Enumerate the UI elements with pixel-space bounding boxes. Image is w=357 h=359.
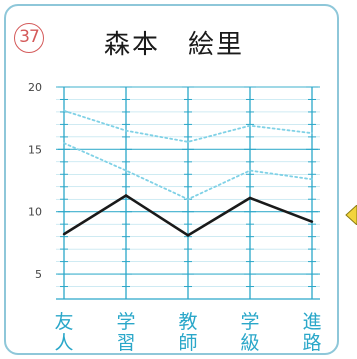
data-point [63, 142, 65, 144]
category-label: 師 [178, 332, 197, 354]
data-point [187, 198, 189, 201]
data-point [62, 232, 66, 236]
data-point [63, 109, 65, 112]
category-label: 路 [302, 332, 321, 354]
data-point [311, 132, 313, 134]
category-label: 教 [178, 311, 197, 333]
data-point [249, 169, 251, 172]
data-point [186, 234, 190, 237]
category-label: 級 [240, 332, 259, 354]
data-point [125, 129, 127, 132]
category-label: 友 [54, 311, 73, 333]
data-point [249, 124, 251, 127]
data-point [187, 141, 189, 143]
data-point [311, 178, 313, 181]
data-point [310, 220, 314, 223]
card-header: 37 森本 絵里 [0, 0, 357, 70]
student-name: 森本 絵里 [104, 30, 245, 60]
category-label: 習 [116, 332, 135, 354]
category-label: 学 [116, 311, 135, 333]
category-label: 人 [54, 332, 73, 354]
profile-card [4, 4, 339, 355]
student-number-badge: 37 [14, 23, 44, 53]
y-tick-label: 10 [28, 206, 42, 219]
data-point [248, 196, 252, 200]
data-point [124, 194, 128, 197]
category-label: 進 [302, 311, 321, 333]
category-label: 学 [240, 311, 259, 333]
next-arrow-icon[interactable] [343, 205, 357, 225]
y-tick-label: 15 [28, 143, 42, 156]
y-tick-label: 5 [35, 268, 42, 281]
data-point [125, 169, 127, 172]
y-tick-label: 20 [28, 81, 42, 94]
